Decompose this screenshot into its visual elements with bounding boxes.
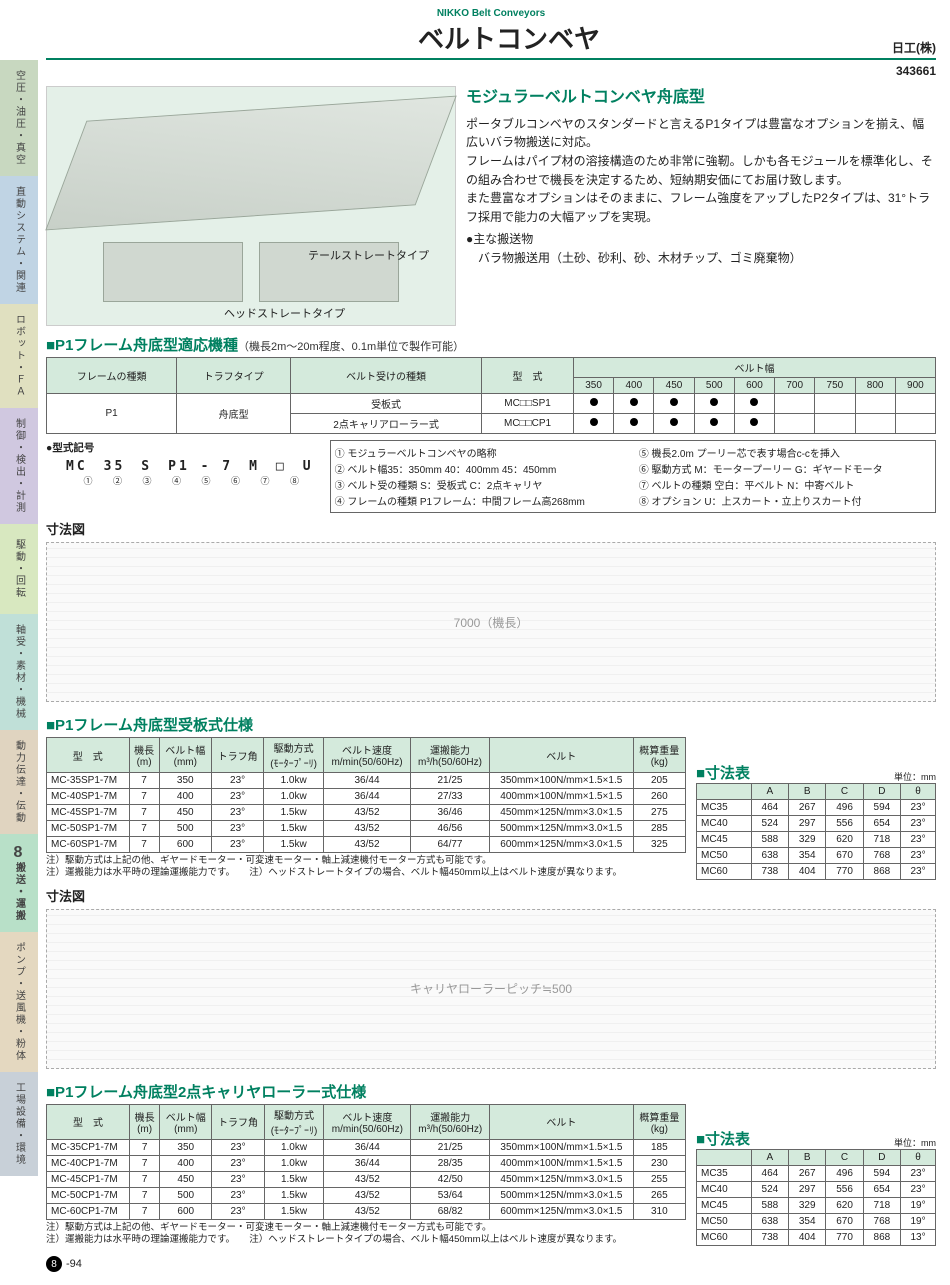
side-tab[interactable]: 動力伝達・伝動 (0, 730, 38, 834)
header-row: ベルトコンベヤ 日工(株) (46, 19, 936, 60)
dimension-drawing-1: 7000（機長） (46, 542, 936, 702)
section-spec-cp: ■P1フレーム舟底型2点キャリヤローラー式仕様 (46, 1081, 686, 1102)
notes-cp: 注）駆動方式は上記の他、ギヤードモーター・可変速モーター・軸上減速機付モーター方… (46, 1222, 686, 1247)
side-tab[interactable]: 制御・検出・計測 (0, 408, 38, 524)
company-name: 日工(株) (892, 39, 936, 56)
intro-sub-heading: ●主な搬送物 (466, 230, 936, 249)
side-tab[interactable]: 直動システム・関連 (0, 176, 38, 304)
intro-sub-body: バラ物搬送用（土砂、砂利、砂、木材チップ、ゴミ廃棄物） (466, 249, 936, 268)
model-code-legend: ① モジュラーベルトコンベヤの略称⑤ 機長2.0m プーリー芯で表す場合c-cを… (330, 440, 936, 513)
spec-sp-table: 型 式機長(m)ベルト幅(mm)トラフ角駆動方式(ﾓｰﾀｰﾌﾟｰﾘ)ベルト速度m… (46, 737, 686, 853)
side-category-tabs: 空圧・油圧・真空直動システム・関連ロボット・ＦＡ制御・検出・計測駆動・回転軸受・… (0, 0, 38, 1280)
product-code: 343661 (46, 64, 936, 78)
dim-drawing-title-2: 寸法図 (46, 886, 936, 905)
label-tail-type: テールストレートタイプ (308, 247, 429, 263)
dim-drawing-title-1: 寸法図 (46, 519, 936, 538)
side-tab[interactable]: ポンプ・送風機・粉体 (0, 932, 38, 1072)
spec-cp-table: 型 式機長(m)ベルト幅(mm)トラフ角駆動方式(ﾓｰﾀｰﾌﾟｰﾘ)ベルト速度m… (46, 1104, 686, 1220)
side-tab[interactable]: 空圧・油圧・真空 (0, 60, 38, 176)
label-head-type: ヘッドストレートタイプ (224, 305, 345, 321)
dimension-drawing-2: キャリヤローラーピッチ≒500 (46, 909, 936, 1069)
main-content: NIKKO Belt Conveyors ベルトコンベヤ 日工(株) 34366… (38, 0, 950, 1280)
model-code-block: ●型式記号 MC 35 S P1 - 7 M □ U ① ② ③ ④ ⑤ ⑥ ⑦… (46, 440, 314, 513)
side-tab[interactable]: 8搬送・運搬 (0, 834, 38, 932)
section-dim-cp: ■寸法表 (696, 1128, 750, 1149)
intro-body: ポータブルコンベヤのスタンダードと言えるP1タイプは豊富なオプションを揃え、幅広… (466, 115, 936, 227)
dim-cp-table: ABCDθMC3546426749659423°MC40524297556654… (696, 1149, 936, 1246)
applicable-models-table: フレームの種類トラフタイプベルト受けの種類型 式ベルト幅350400450500… (46, 357, 936, 434)
header-supertitle: NIKKO Belt Conveyors (46, 8, 936, 19)
side-tab[interactable]: 工場設備・環境 (0, 1072, 38, 1176)
product-photo: テールストレートタイプ ヘッドストレートタイプ (46, 86, 456, 326)
notes-sp: 注）駆動方式は上記の他、ギヤードモーター・可変速モーター・軸上減速機付モーター方… (46, 855, 686, 880)
dim-sp-table: ABCDθMC3546426749659423°MC40524297556654… (696, 783, 936, 880)
side-tab[interactable]: 軸受・素材・機械 (0, 614, 38, 730)
section-applicable: ■P1フレーム舟底型適応機種（機長2m～20m程度、0.1m単位で製作可能） (46, 334, 936, 355)
section-dim-sp: ■寸法表 (696, 762, 750, 783)
section-spec-sp: ■P1フレーム舟底型受板式仕様 (46, 714, 686, 735)
side-tab[interactable]: ロボット・ＦＡ (0, 304, 38, 408)
page-number: 8-94 (46, 1256, 936, 1272)
page-title: ベルトコンベヤ (126, 19, 892, 56)
intro-heading: モジュラーベルトコンベヤ舟底型 (466, 86, 936, 111)
side-tab[interactable]: 駆動・回転 (0, 524, 38, 614)
